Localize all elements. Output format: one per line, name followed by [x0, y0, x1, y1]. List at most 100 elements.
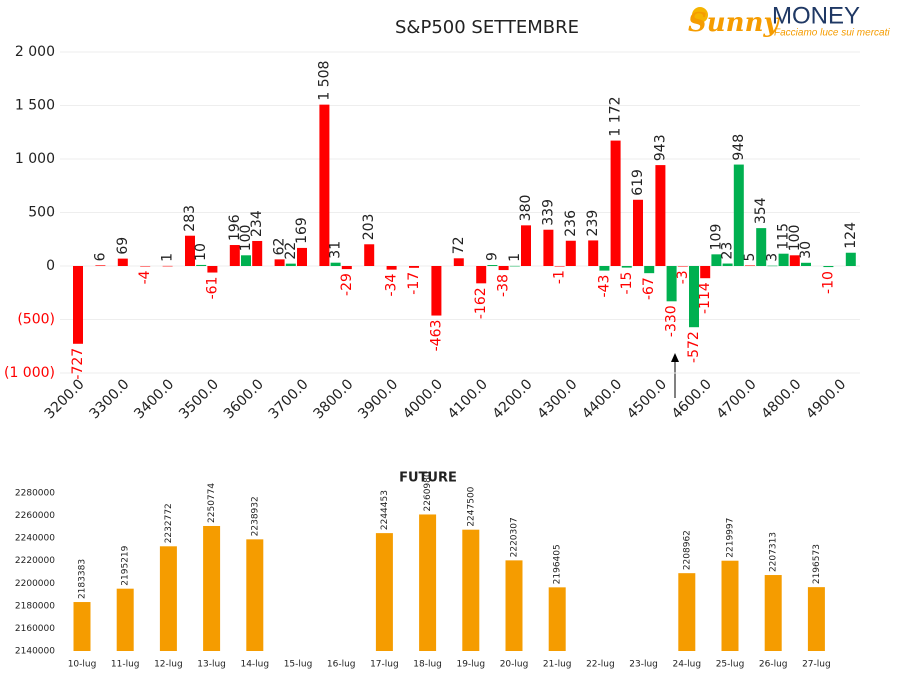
data-label: 1: [507, 253, 523, 262]
bar: [655, 165, 666, 266]
x-tick-label: 3600.0: [221, 376, 267, 422]
bar: [644, 266, 655, 274]
bar: [621, 266, 632, 268]
data-label: 203: [361, 214, 377, 241]
data-label: -34: [384, 274, 400, 297]
x-tick-label: 25-lug: [716, 660, 745, 670]
bar: [462, 529, 480, 651]
bar: [241, 255, 251, 266]
x-tick-label: 10-lug: [68, 660, 97, 670]
y-tick-label: (500): [17, 312, 55, 328]
chart-title: FUTURE: [399, 471, 457, 486]
y-tick-label: 2180000: [15, 601, 55, 611]
x-tick-label: 3800.0: [310, 376, 356, 422]
data-label: 72: [451, 236, 467, 254]
y-tick-label: 1 500: [15, 98, 55, 114]
data-label: 234: [249, 210, 265, 237]
data-label: 169: [294, 217, 310, 244]
bar: [711, 254, 722, 266]
data-label: 69: [115, 237, 131, 255]
x-tick-label: 3300.0: [86, 376, 132, 422]
data-label: 124: [843, 222, 859, 249]
bar: [767, 265, 778, 267]
bar: [73, 266, 83, 344]
data-label: 354: [753, 197, 769, 224]
bar: [319, 104, 330, 266]
data-label: 10: [193, 243, 209, 261]
bar: [565, 240, 576, 266]
logo: Sunny MONEY Facciamo luce sui mercati: [688, 2, 890, 38]
bar: [116, 588, 134, 651]
x-tick-label: 14-lug: [240, 660, 269, 670]
bar: [733, 164, 744, 266]
bar: [431, 266, 442, 316]
x-tick-label: 3500.0: [176, 376, 222, 422]
bar: [689, 266, 699, 328]
bar: [521, 225, 531, 266]
data-label: -4: [137, 270, 153, 284]
logo-tagline: Facciamo luce sui mercati: [774, 28, 890, 39]
logo-name: MONEY: [772, 2, 860, 29]
x-tick-label: 21-lug: [543, 660, 572, 670]
data-label: 31: [328, 241, 344, 259]
y-tick-label: 2140000: [15, 647, 55, 657]
data-label: 2232772: [164, 503, 174, 543]
x-tick-label: 15-lug: [284, 660, 313, 670]
arrow-head: [671, 353, 679, 362]
bar: [375, 533, 393, 651]
data-label: -29: [339, 273, 355, 296]
y-tick-label: 2220000: [15, 556, 55, 566]
logo-brand: Sunny: [688, 8, 780, 38]
data-label: 22: [283, 242, 299, 260]
bar: [476, 266, 487, 284]
arrow: [671, 353, 679, 398]
data-label: 1: [160, 253, 176, 262]
data-label: 2247500: [466, 486, 476, 526]
bar: [823, 266, 834, 268]
x-tick-label: 4500.0: [624, 376, 670, 422]
data-label: 23: [720, 242, 736, 260]
data-label: 2196573: [812, 544, 822, 584]
data-label: -3: [675, 270, 691, 284]
bar: [341, 266, 352, 270]
data-label: 1 172: [608, 97, 624, 137]
data-label: 2196405: [553, 544, 563, 584]
bar: [274, 259, 285, 266]
y-tick-label: 2260000: [15, 511, 55, 521]
x-tick-label: 16-lug: [327, 660, 356, 670]
data-label: 5: [742, 253, 758, 262]
bar: [756, 228, 767, 266]
x-tick-label: 4800.0: [758, 376, 804, 422]
x-tick-label: 4600.0: [669, 376, 715, 422]
y-tick-label: 2240000: [15, 534, 55, 544]
x-tick-label: 27-lug: [802, 660, 831, 670]
data-label: 109: [708, 224, 724, 251]
bar: [778, 253, 789, 266]
data-label: -1: [552, 270, 568, 284]
x-tick-label: 19-lug: [456, 660, 485, 670]
data-label: -10: [820, 271, 836, 294]
x-tick-label: 20-lug: [500, 660, 529, 670]
data-label: 339: [540, 199, 556, 226]
bar: [203, 525, 221, 651]
data-label: 3: [764, 253, 780, 262]
y-tick-label: 2200000: [15, 579, 55, 589]
bar: [588, 240, 599, 266]
y-tick-label: 2280000: [15, 489, 55, 499]
data-label: -61: [204, 277, 220, 300]
data-label: -43: [596, 275, 612, 298]
bar: [196, 264, 207, 266]
bar: [666, 266, 677, 302]
bar: [185, 235, 195, 266]
bar: [678, 573, 696, 651]
data-label: 943: [652, 134, 668, 161]
data-label: 2260980: [423, 471, 433, 511]
x-tick-label: 3700.0: [266, 376, 312, 422]
data-label: 2250774: [207, 483, 217, 523]
bar: [509, 265, 520, 267]
x-tick-label: 11-lug: [111, 660, 140, 670]
y-tick-label: 2 000: [15, 44, 55, 60]
bar: [159, 546, 177, 651]
x-tick-label: 4700.0: [714, 376, 760, 422]
bar: [700, 266, 711, 279]
